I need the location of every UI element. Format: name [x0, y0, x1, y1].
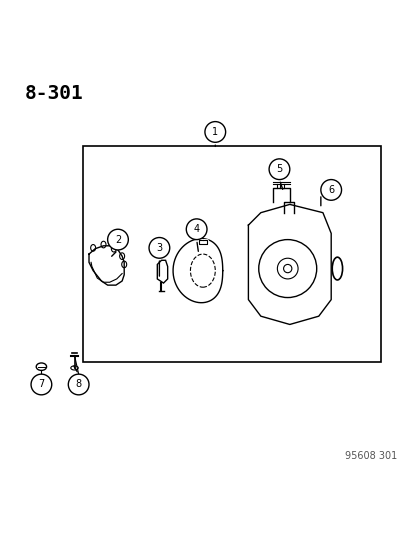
Text: 95608 301: 95608 301	[344, 451, 396, 461]
Circle shape	[186, 219, 206, 240]
Circle shape	[204, 122, 225, 142]
Circle shape	[31, 374, 52, 395]
Circle shape	[149, 238, 169, 258]
Text: 6: 6	[328, 185, 333, 195]
Text: 5: 5	[275, 164, 282, 174]
Circle shape	[107, 229, 128, 250]
Text: 2: 2	[114, 235, 121, 245]
Text: 4: 4	[193, 224, 199, 234]
Bar	[83, 147, 380, 362]
Text: 1: 1	[212, 127, 218, 137]
Circle shape	[268, 159, 289, 180]
Text: 3: 3	[156, 243, 162, 253]
Text: 8-301: 8-301	[25, 84, 83, 103]
Text: 7: 7	[38, 379, 45, 390]
Circle shape	[68, 374, 89, 395]
Text: 8: 8	[76, 379, 81, 390]
Circle shape	[320, 180, 341, 200]
